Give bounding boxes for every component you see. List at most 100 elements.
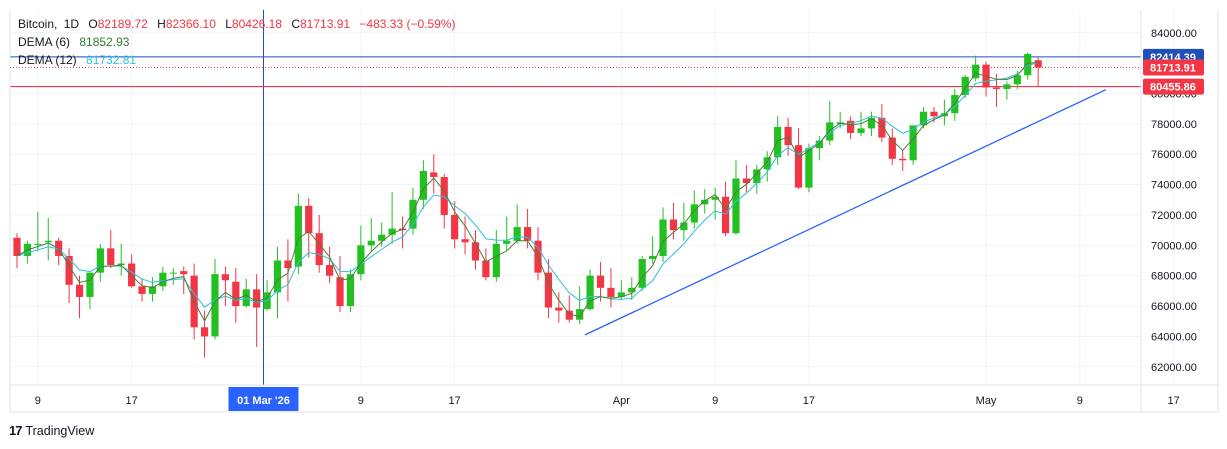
candle xyxy=(763,151,771,182)
y-tick-label: 74000.00 xyxy=(1151,180,1197,192)
candle-body xyxy=(680,222,688,231)
candle xyxy=(805,143,813,193)
tradingview-logo[interactable]: 17 TradingView xyxy=(9,423,94,438)
candle-body xyxy=(221,274,229,281)
candle-body xyxy=(961,76,969,96)
candle-body xyxy=(826,122,834,141)
y-tick-label: 62000.00 xyxy=(1151,362,1197,374)
candle xyxy=(273,246,282,319)
candle-body xyxy=(711,196,719,200)
candle xyxy=(169,268,177,285)
candle-body xyxy=(919,111,928,126)
candle-body xyxy=(284,260,292,269)
candle-body xyxy=(576,309,584,320)
candle-body xyxy=(628,287,636,293)
candle-body xyxy=(721,196,730,234)
candle xyxy=(815,136,823,161)
candle-body xyxy=(232,281,240,307)
x-tick-label: 9 xyxy=(358,395,364,407)
candle-body xyxy=(430,172,438,178)
candle xyxy=(659,207,667,263)
candle-body xyxy=(440,177,448,215)
candle-body xyxy=(326,265,334,276)
candle xyxy=(680,202,688,241)
candle xyxy=(565,295,573,323)
candle-body xyxy=(565,310,573,320)
candle xyxy=(482,248,490,281)
candle-body xyxy=(138,286,146,294)
candle-body xyxy=(409,199,417,229)
candle xyxy=(242,278,250,308)
legend-open-key: O xyxy=(88,17,98,31)
chart-grid xyxy=(10,10,1175,385)
legend-dema12-label: DEMA (12) xyxy=(18,53,77,67)
candle xyxy=(65,248,73,304)
legend-dema6-label: DEMA (6) xyxy=(18,35,71,49)
candle-body xyxy=(1013,75,1021,85)
candle xyxy=(336,255,344,313)
candle xyxy=(638,255,646,291)
candle xyxy=(669,202,678,240)
candle-body xyxy=(784,126,792,146)
candle xyxy=(732,160,740,235)
candle xyxy=(367,217,375,252)
candle xyxy=(451,201,459,249)
support-price-tag: 80455.86 xyxy=(1143,78,1204,95)
legend-dema6-row[interactable]: DEMA (6) 81852.93 xyxy=(18,33,458,51)
candle-body xyxy=(13,237,21,256)
candle-body xyxy=(669,219,678,231)
candle xyxy=(211,258,219,340)
y-tick-label: 66000.00 xyxy=(1151,301,1197,313)
candle-body xyxy=(107,248,115,266)
candle xyxy=(503,216,511,252)
candle xyxy=(576,286,584,325)
legend-dema12-row[interactable]: DEMA (12) 81732.81 xyxy=(18,51,458,69)
candle xyxy=(148,277,157,302)
candle xyxy=(794,128,803,190)
legend-ohlc-row: Bitcoin, 1D O82189.72 H82366.10 L80426.1… xyxy=(18,17,456,31)
last-price-tag-text: 81713.91 xyxy=(1150,62,1196,74)
candle xyxy=(117,243,125,276)
candle xyxy=(784,117,792,156)
candle xyxy=(649,236,657,264)
candle-body xyxy=(847,120,855,133)
candle-body xyxy=(305,205,313,234)
candle-body xyxy=(857,128,865,133)
candle xyxy=(107,230,115,269)
legend-symbol: Bitcoin xyxy=(18,17,55,31)
candle-body xyxy=(419,170,427,200)
candle-body xyxy=(763,157,771,170)
candle-body xyxy=(169,272,177,274)
candle-body xyxy=(180,271,188,275)
candle-body xyxy=(742,178,750,184)
last-price-tag-bg xyxy=(1143,59,1204,76)
candle xyxy=(44,217,52,261)
candle-body xyxy=(586,275,594,310)
candle xyxy=(523,208,532,249)
chart-legend: Bitcoin, 1D O82189.72 H82366.10 L80426.1… xyxy=(18,15,458,69)
candle-body xyxy=(471,242,480,261)
candle xyxy=(847,116,855,140)
last-price-tag: 81713.91 xyxy=(1143,59,1204,76)
y-tick-label: 70000.00 xyxy=(1151,240,1197,252)
crosshair-date-tag: 01 Mar '26 xyxy=(228,387,299,411)
candle-body xyxy=(388,228,396,235)
candle-body xyxy=(701,199,709,205)
legend-close-key: C xyxy=(291,17,300,31)
dema6-line xyxy=(16,62,1039,322)
candle xyxy=(398,216,407,249)
candle-body xyxy=(805,148,813,188)
candle-body xyxy=(492,243,500,278)
candle xyxy=(294,193,302,275)
candle-body xyxy=(1034,60,1042,68)
y-tick-label: 68000.00 xyxy=(1151,271,1197,283)
candle-body xyxy=(555,307,563,311)
candle-body xyxy=(794,145,803,188)
candle xyxy=(180,266,188,294)
candle xyxy=(461,216,469,255)
candle-body xyxy=(336,277,344,307)
candle xyxy=(607,268,615,308)
candle xyxy=(742,164,750,193)
candle-body xyxy=(992,87,1001,89)
